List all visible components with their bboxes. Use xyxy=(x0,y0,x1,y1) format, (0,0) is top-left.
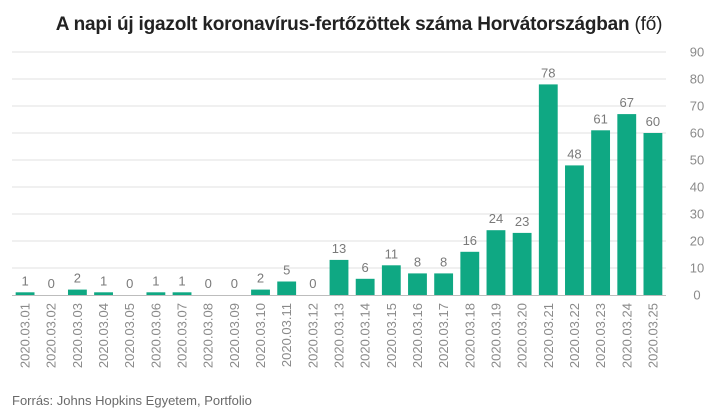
y-tick-label: 80 xyxy=(690,72,704,87)
bar xyxy=(643,133,663,295)
x-tick-label: 2020.03.01 xyxy=(18,303,33,368)
bar xyxy=(434,273,454,295)
bar xyxy=(94,292,113,295)
y-tick-label: 10 xyxy=(690,261,704,276)
data-label: 23 xyxy=(515,214,529,229)
data-label: 8 xyxy=(440,254,447,269)
y-tick-label: 60 xyxy=(690,126,704,141)
data-label: 1 xyxy=(178,273,185,288)
chart-title-unit: (fő) xyxy=(634,14,663,35)
chart-title-main: A napi új igazolt koronavírus-fertőzötte… xyxy=(55,14,630,35)
x-tick-label: 2020.03.16 xyxy=(410,303,425,368)
y-tick-label: 20 xyxy=(690,234,704,249)
bar xyxy=(15,292,35,295)
data-label: 78 xyxy=(541,65,555,80)
data-label: 24 xyxy=(489,211,503,226)
bar xyxy=(381,265,401,295)
x-tick-label: 2020.03.24 xyxy=(619,303,634,368)
x-tick-label: 2020.03.13 xyxy=(332,303,347,368)
bar xyxy=(329,259,349,295)
data-label: 8 xyxy=(414,254,421,269)
bar xyxy=(591,130,611,295)
data-label: 61 xyxy=(593,111,607,126)
data-label: 2 xyxy=(74,271,81,286)
data-label: 67 xyxy=(620,95,634,110)
x-tick-label: 2020.03.06 xyxy=(148,303,163,368)
data-label: 1 xyxy=(152,273,159,288)
bar xyxy=(251,289,270,295)
data-label: 0 xyxy=(309,276,316,291)
y-tick-label: 40 xyxy=(690,180,704,195)
data-label: 0 xyxy=(205,276,212,291)
data-label: 5 xyxy=(283,263,290,278)
data-label: 60 xyxy=(646,114,660,129)
bar xyxy=(486,230,506,295)
x-tick-label: 2020.03.04 xyxy=(96,303,111,368)
x-tick-label: 2020.03.10 xyxy=(253,303,268,368)
x-tick-label: 2020.03.21 xyxy=(541,303,556,368)
x-tick-label: 2020.03.07 xyxy=(175,303,190,368)
chart-title: A napi új igazolt koronavírus-fertőzötte… xyxy=(0,14,718,36)
x-tick-label: 2020.03.19 xyxy=(488,303,503,368)
data-label: 48 xyxy=(567,146,581,161)
bar xyxy=(146,292,166,295)
bar xyxy=(67,289,87,295)
x-tick-label: 2020.03.22 xyxy=(567,303,582,368)
data-label: 0 xyxy=(48,276,55,291)
bar xyxy=(355,278,375,295)
bar xyxy=(538,84,558,296)
x-tick-label: 2020.03.25 xyxy=(645,303,660,368)
data-label: 11 xyxy=(385,246,399,261)
bar xyxy=(172,292,192,295)
data-label: 16 xyxy=(463,233,477,248)
data-label: 2 xyxy=(257,271,264,286)
x-tick-label: 2020.03.17 xyxy=(436,303,451,368)
y-tick-label: 90 xyxy=(690,45,704,60)
data-label: 1 xyxy=(100,273,107,288)
data-label: 1 xyxy=(21,273,28,288)
x-tick-label: 2020.03.12 xyxy=(305,303,320,368)
y-tick-label: 50 xyxy=(690,153,704,168)
data-label: 0 xyxy=(231,276,238,291)
x-tick-label: 2020.03.20 xyxy=(515,303,530,368)
x-tick-label: 2020.03.11 xyxy=(279,303,294,367)
y-tick-label: 0 xyxy=(693,288,700,303)
y-tick-label: 70 xyxy=(690,99,704,114)
bar xyxy=(277,281,297,295)
bar xyxy=(617,114,637,295)
bar xyxy=(512,232,532,295)
source-note: Forrás: Johns Hopkins Egyetem, Portfolio xyxy=(12,393,252,408)
x-tick-label: 2020.03.05 xyxy=(122,303,137,368)
data-label: 13 xyxy=(332,241,346,256)
x-tick-label: 2020.03.18 xyxy=(462,303,477,368)
x-tick-label: 2020.03.23 xyxy=(593,303,608,368)
x-tick-label: 2020.03.08 xyxy=(201,303,216,368)
x-tick-label: 2020.03.15 xyxy=(384,303,399,368)
bar xyxy=(565,165,584,295)
y-tick-label: 30 xyxy=(690,207,704,222)
x-tick-label: 2020.03.03 xyxy=(70,303,85,368)
data-label: 6 xyxy=(362,260,369,275)
data-label: 0 xyxy=(126,276,133,291)
x-tick-label: 2020.03.09 xyxy=(227,303,242,368)
bar xyxy=(408,273,427,295)
bar xyxy=(460,251,480,295)
x-tick-label: 2020.03.14 xyxy=(358,303,373,368)
x-tick-label: 2020.03.02 xyxy=(44,303,59,368)
